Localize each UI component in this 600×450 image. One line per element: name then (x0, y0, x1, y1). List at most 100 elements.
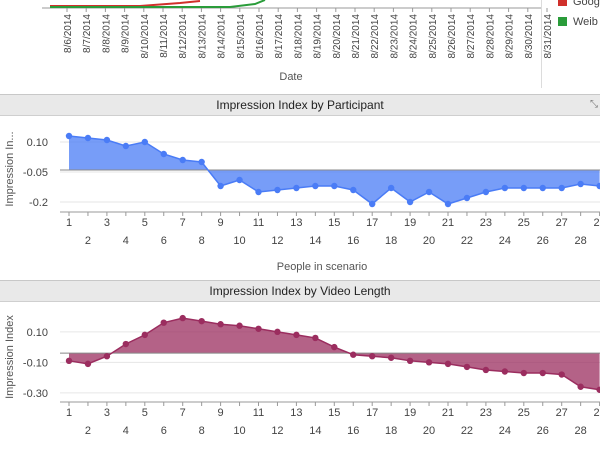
video-length-chart-header: Impression Index by Video Length (0, 280, 600, 302)
data-point (596, 386, 600, 393)
x-tick-label: 29 (593, 407, 600, 419)
data-point (577, 383, 584, 390)
top-x-tick-label: 8/17/2014 (274, 14, 285, 59)
x-tick-label: 27 (556, 407, 568, 419)
data-point (482, 366, 490, 374)
data-point (558, 184, 565, 192)
participant-chart-header: Impression Index by Participant ⤡ (0, 94, 600, 116)
data-point (122, 340, 130, 348)
data-point (482, 188, 490, 196)
top-x-tick-label: 8/12/2014 (178, 14, 189, 59)
top-x-tick-label: 8/31/2014 (543, 14, 554, 59)
data-point (444, 200, 452, 208)
data-point (198, 158, 205, 166)
data-point (84, 360, 92, 368)
top-x-tick-label: 8/20/2014 (332, 14, 343, 59)
x-tick-label: 2 (85, 425, 91, 437)
data-point (65, 132, 73, 140)
top-x-tick-label: 8/21/2014 (351, 14, 362, 59)
top-chart-panel: 8/6/2014 8/7/2014 8/8/2014 8/9/2014 8/10/201… (0, 0, 600, 90)
legend-divider (541, 0, 542, 88)
data-point (312, 334, 319, 342)
data-point (274, 328, 281, 336)
top-x-tick-label: 8/15/2014 (236, 14, 247, 59)
legend-swatch-google (558, 0, 567, 6)
top-x-tick-label: 8/30/2014 (524, 14, 535, 59)
data-point (596, 182, 600, 190)
top-x-tick-label: 8/29/2014 (505, 14, 516, 59)
video-length-chart-title: Impression Index by Video Length (209, 284, 391, 298)
x-tick-label: 7 (180, 217, 186, 229)
top-x-tick-label: 8/10/2014 (140, 14, 151, 59)
x-tick-label: 13 (290, 217, 302, 229)
data-point (141, 331, 148, 339)
top-x-tick-label: 8/11/2014 (159, 14, 170, 58)
data-point (350, 351, 357, 358)
x-tick-label: 21 (442, 407, 454, 419)
top-x-tick-label: 8/23/2014 (389, 14, 400, 59)
top-x-tick-label: 8/26/2014 (447, 14, 458, 59)
data-point (520, 184, 527, 192)
data-point (179, 156, 186, 164)
x-tick-label: 2 (85, 235, 91, 247)
resize-icon[interactable]: ⤡ (590, 99, 598, 110)
data-point (539, 184, 546, 192)
x-tick-label: 21 (442, 217, 454, 229)
data-point (179, 314, 186, 322)
data-point (217, 321, 224, 328)
x-tick-label: 19 (404, 407, 416, 419)
top-x-tick-label: 8/22/2014 (370, 14, 381, 59)
top-x-tick-label: 8/16/2014 (255, 14, 266, 59)
data-point (463, 363, 471, 371)
x-tick-label: 18 (385, 425, 397, 437)
x-tick-label: 3 (104, 217, 110, 229)
data-point (539, 369, 546, 377)
x-tick-label: 10 (233, 235, 245, 247)
data-point (236, 322, 243, 329)
x-tick-label: 27 (556, 217, 568, 229)
x-tick-label: 11 (253, 407, 264, 419)
x-axis-title: People in scenario (277, 261, 368, 273)
x-tick-label: 14 (309, 235, 321, 247)
data-point (84, 134, 92, 142)
data-point (387, 184, 395, 192)
data-point (520, 369, 527, 377)
data-point (350, 186, 357, 194)
x-tick-label: 17 (366, 407, 378, 419)
legend-item-google[interactable]: Goog (558, 0, 600, 8)
data-point (463, 194, 471, 202)
top-x-axis-title: Date (279, 71, 302, 83)
x-tick-label: 22 (461, 425, 473, 437)
x-tick-label: 16 (347, 235, 359, 247)
data-point (331, 343, 338, 351)
video-length-chart-panel: Impression Index by Video Length Impress… (0, 280, 600, 450)
top-x-tick-label: 8/27/2014 (466, 14, 477, 59)
area-fill (69, 318, 600, 390)
data-point (255, 325, 262, 332)
top-x-tick-label: 8/9/2014 (121, 14, 132, 53)
data-point (122, 142, 130, 150)
y-tick-label: -0.05 (23, 167, 48, 179)
x-tick-label: 5 (142, 217, 148, 229)
participant-chart-panel: Impression Index by Participant ⤡ Impres… (0, 94, 600, 274)
data-point (236, 176, 243, 184)
video-length-chart-svg: Impression Index 0.10-0.10-0.301234567891… (4, 314, 600, 437)
x-tick-label: 19 (404, 217, 416, 229)
y-tick-label: -0.10 (23, 357, 48, 369)
legend-item-weibo[interactable]: Weib (558, 16, 600, 28)
x-tick-label: 7 (180, 407, 186, 419)
y-axis-title: Impression In... (4, 131, 16, 206)
y-tick-label: 0.10 (27, 327, 48, 339)
data-point (331, 182, 338, 190)
legend-label-google: Goog (573, 0, 600, 8)
x-tick-label: 4 (123, 235, 129, 247)
x-tick-label: 29 (593, 217, 600, 229)
data-point (406, 198, 414, 206)
data-point (141, 138, 148, 146)
y-tick-label: -0.2 (29, 197, 48, 209)
x-tick-label: 16 (347, 425, 359, 437)
x-tick-label: 12 (271, 235, 283, 247)
data-point (369, 200, 376, 208)
data-point (501, 368, 509, 375)
data-point (558, 371, 565, 378)
